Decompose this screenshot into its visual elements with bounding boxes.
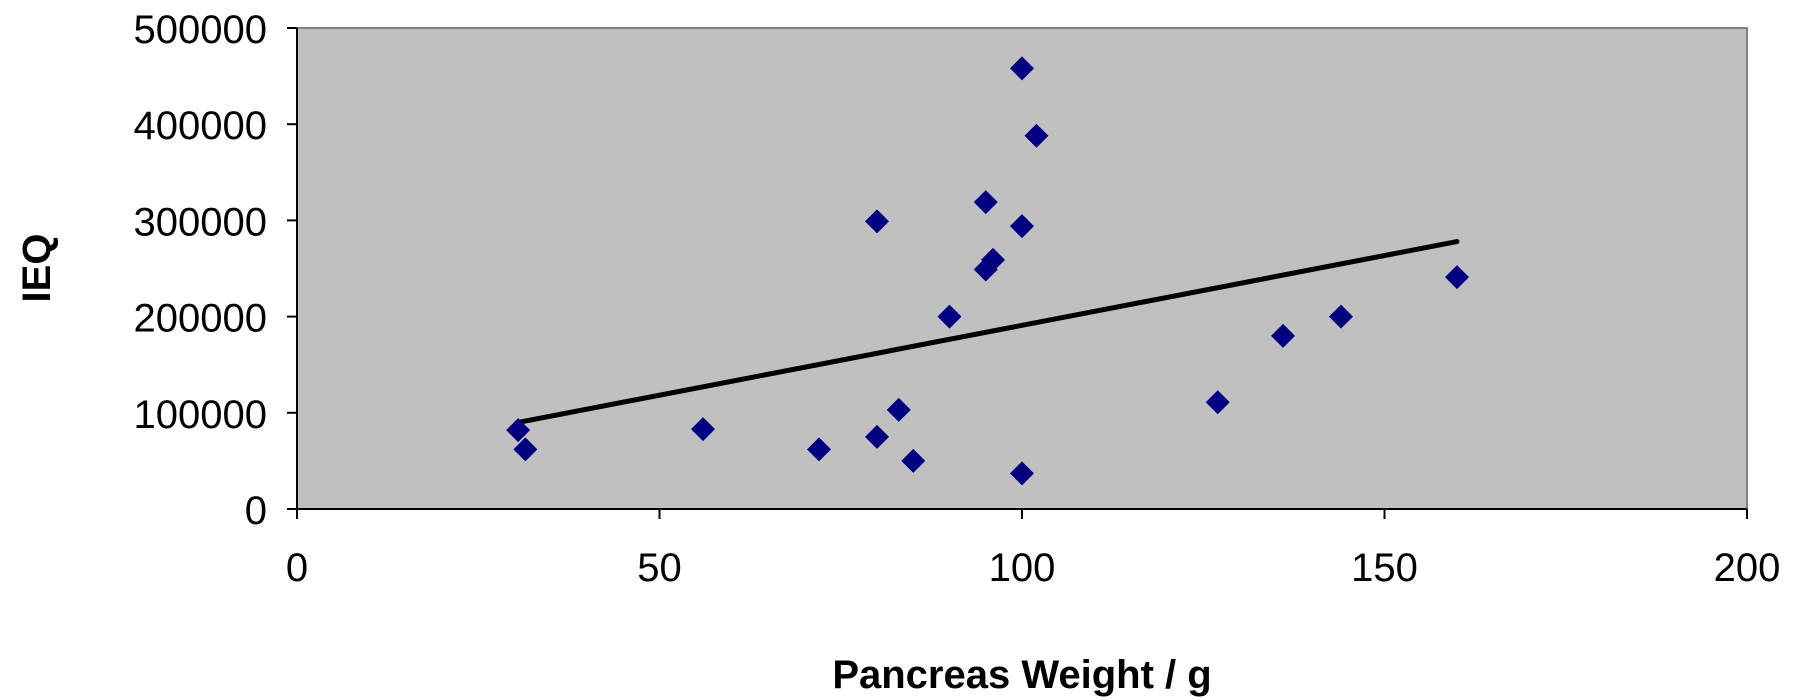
data-points-layer [506, 56, 1469, 486]
y-tick-label: 200000 [134, 297, 267, 341]
trendline [515, 239, 1460, 425]
y-tick-label: 400000 [134, 104, 267, 148]
plot-area [296, 27, 1748, 510]
data-point [973, 190, 998, 215]
data-point [513, 437, 538, 462]
trendline-layer [515, 239, 1460, 425]
data-point [1329, 304, 1353, 329]
x-tick-label: 50 [637, 546, 682, 590]
x-tick-label: 150 [1351, 546, 1418, 590]
data-point [937, 304, 962, 329]
y-tick-label: 300000 [134, 200, 267, 244]
y-tick-label: 0 [245, 489, 267, 533]
data-point [1010, 56, 1034, 81]
data-point [1024, 123, 1049, 148]
data-point [901, 448, 926, 473]
y-axis-title: IEQ [15, 234, 59, 303]
x-axis-title: Pancreas Weight / g [832, 653, 1211, 697]
data-point [981, 247, 1005, 272]
data-point [865, 424, 889, 449]
data-point [1271, 323, 1295, 348]
x-tick-label: 200 [1714, 546, 1781, 590]
data-point [691, 417, 715, 442]
data-point [865, 209, 889, 234]
data-point [1010, 461, 1034, 486]
x-axis: 0 50 100 150 200 [286, 508, 1781, 590]
x-tick-label: 0 [286, 546, 308, 590]
data-point [1010, 214, 1034, 239]
data-point [1205, 390, 1230, 415]
data-point [886, 397, 911, 422]
x-tick-label: 100 [989, 546, 1056, 590]
y-tick-label: 100000 [134, 393, 267, 437]
data-point [1445, 265, 1469, 290]
y-tick-label: 500000 [134, 8, 267, 52]
data-point [807, 437, 831, 462]
y-axis: 0 100000 200000 300000 400000 500000 [134, 8, 298, 533]
data-point [506, 418, 531, 443]
